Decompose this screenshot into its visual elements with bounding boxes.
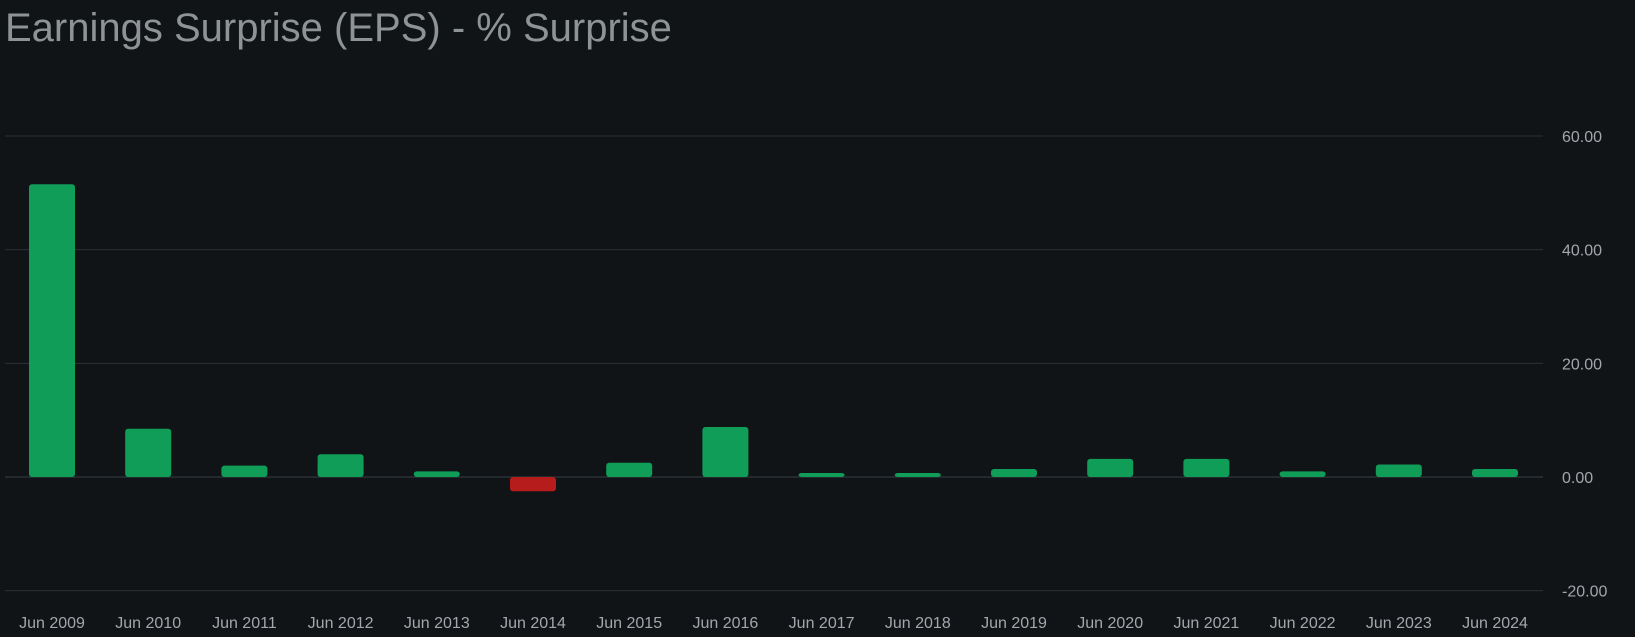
bar-jun-2009[interactable] <box>29 184 75 477</box>
x-tick-label: Jun 2022 <box>1270 615 1336 632</box>
y-tick-label: -20.00 <box>1562 584 1607 601</box>
bar-jun-2018[interactable] <box>894 473 941 477</box>
x-tick-label: Jun 2016 <box>692 615 758 632</box>
x-tick-label: Jun 2011 <box>212 615 277 632</box>
bar-jun-2015[interactable] <box>606 462 653 477</box>
bars <box>29 184 1518 492</box>
y-tick-label: 40.00 <box>1562 243 1602 260</box>
x-tick-label: Jun 2010 <box>115 615 181 632</box>
x-tick-label: Jun 2020 <box>1077 615 1143 632</box>
bar-jun-2021[interactable] <box>1183 458 1230 477</box>
bar-jun-2013[interactable] <box>413 471 460 477</box>
bar-jun-2017[interactable] <box>798 473 845 477</box>
bar-jun-2022[interactable] <box>1279 471 1326 477</box>
bar-jun-2010[interactable] <box>125 428 172 477</box>
x-tick-label: Jun 2012 <box>308 615 374 632</box>
x-tick-label: Jun 2013 <box>404 615 470 632</box>
y-axis-ticks: 60.00 40.00 20.00 0.00 -20.00 <box>1562 129 1607 601</box>
y-tick-label: 20.00 <box>1562 356 1602 373</box>
bar-jun-2020[interactable] <box>1087 458 1134 477</box>
bar-jun-2011[interactable] <box>221 465 268 477</box>
x-tick-label: Jun 2023 <box>1366 615 1432 632</box>
x-axis-ticks: Jun 2009 Jun 2010 Jun 2011 Jun 2012 Jun 2013… <box>19 615 1528 632</box>
y-tick-label: 0.00 <box>1562 470 1593 487</box>
bar-jun-2023[interactable] <box>1375 464 1422 477</box>
bar-jun-2016[interactable] <box>702 426 749 477</box>
x-tick-label: Jun 2024 <box>1462 615 1528 632</box>
x-tick-label: Jun 2019 <box>981 615 1047 632</box>
bar-jun-2014[interactable] <box>510 477 556 492</box>
x-tick-label: Jun 2018 <box>885 615 951 632</box>
x-tick-label: Jun 2021 <box>1173 615 1239 632</box>
chart-title: Earnings Surprise (EPS) - % Surprise <box>5 6 672 50</box>
bar-jun-2024[interactable] <box>1472 469 1518 477</box>
bar-jun-2019[interactable] <box>991 469 1037 477</box>
x-tick-label: Jun 2014 <box>500 615 566 632</box>
x-tick-label: Jun 2015 <box>596 615 662 632</box>
x-tick-label: Jun 2009 <box>19 615 85 632</box>
x-tick-label: Jun 2017 <box>789 615 855 632</box>
bar-jun-2012[interactable] <box>317 454 364 477</box>
y-tick-label: 60.00 <box>1562 129 1602 146</box>
gridlines <box>5 135 1543 592</box>
